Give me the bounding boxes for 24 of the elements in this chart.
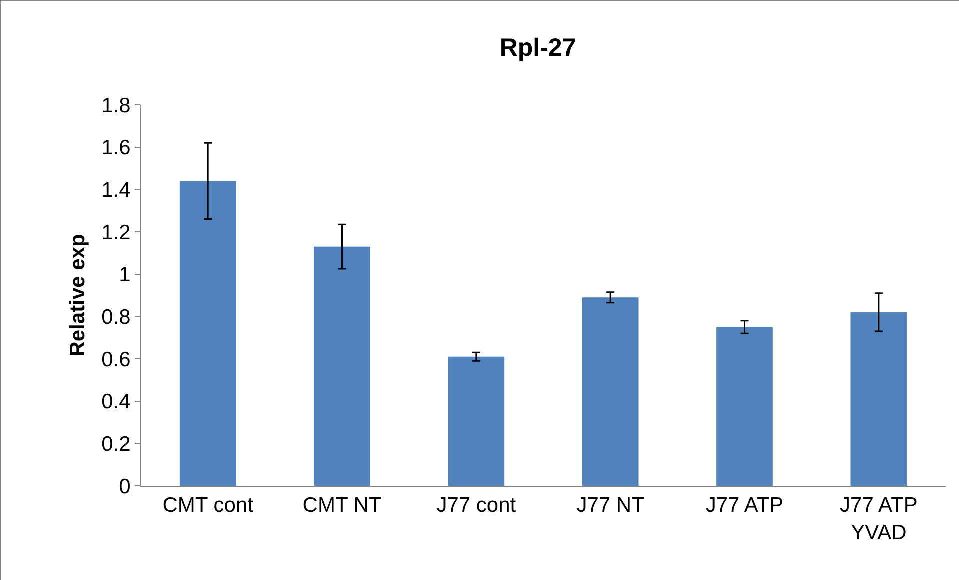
x-tick-label: J77 ATP bbox=[706, 494, 784, 518]
x-tick-label: J77 cont bbox=[436, 494, 516, 518]
y-tick-label: 1.4 bbox=[102, 179, 132, 202]
x-tick-label: CMT NT bbox=[302, 494, 382, 518]
bar bbox=[314, 246, 370, 486]
y-tick-label: 0.6 bbox=[102, 348, 131, 372]
y-tick-label: 1.2 bbox=[102, 221, 131, 244]
y-tick-label: 0.8 bbox=[102, 306, 131, 330]
y-tick-label: 0 bbox=[119, 475, 131, 498]
y-tick-label: 1 bbox=[119, 264, 131, 287]
bar bbox=[180, 181, 236, 486]
bar bbox=[448, 356, 505, 486]
x-tick-label: J77 ATP YVAD bbox=[840, 494, 918, 544]
y-tick-label: 0.4 bbox=[102, 390, 132, 414]
y-tick-label: 0.2 bbox=[102, 433, 131, 456]
x-tick-label: J77 NT bbox=[576, 494, 645, 518]
chart-title: Rpl-27 bbox=[500, 34, 576, 62]
y-tick-label: 1.6 bbox=[102, 136, 131, 160]
x-tick-label: CMT cont bbox=[162, 494, 254, 518]
bar bbox=[850, 312, 908, 486]
bar bbox=[582, 298, 639, 486]
y-tick-label: 1.8 bbox=[102, 94, 131, 118]
y-axis-title: Relative exp bbox=[66, 234, 90, 357]
bar bbox=[716, 327, 773, 486]
